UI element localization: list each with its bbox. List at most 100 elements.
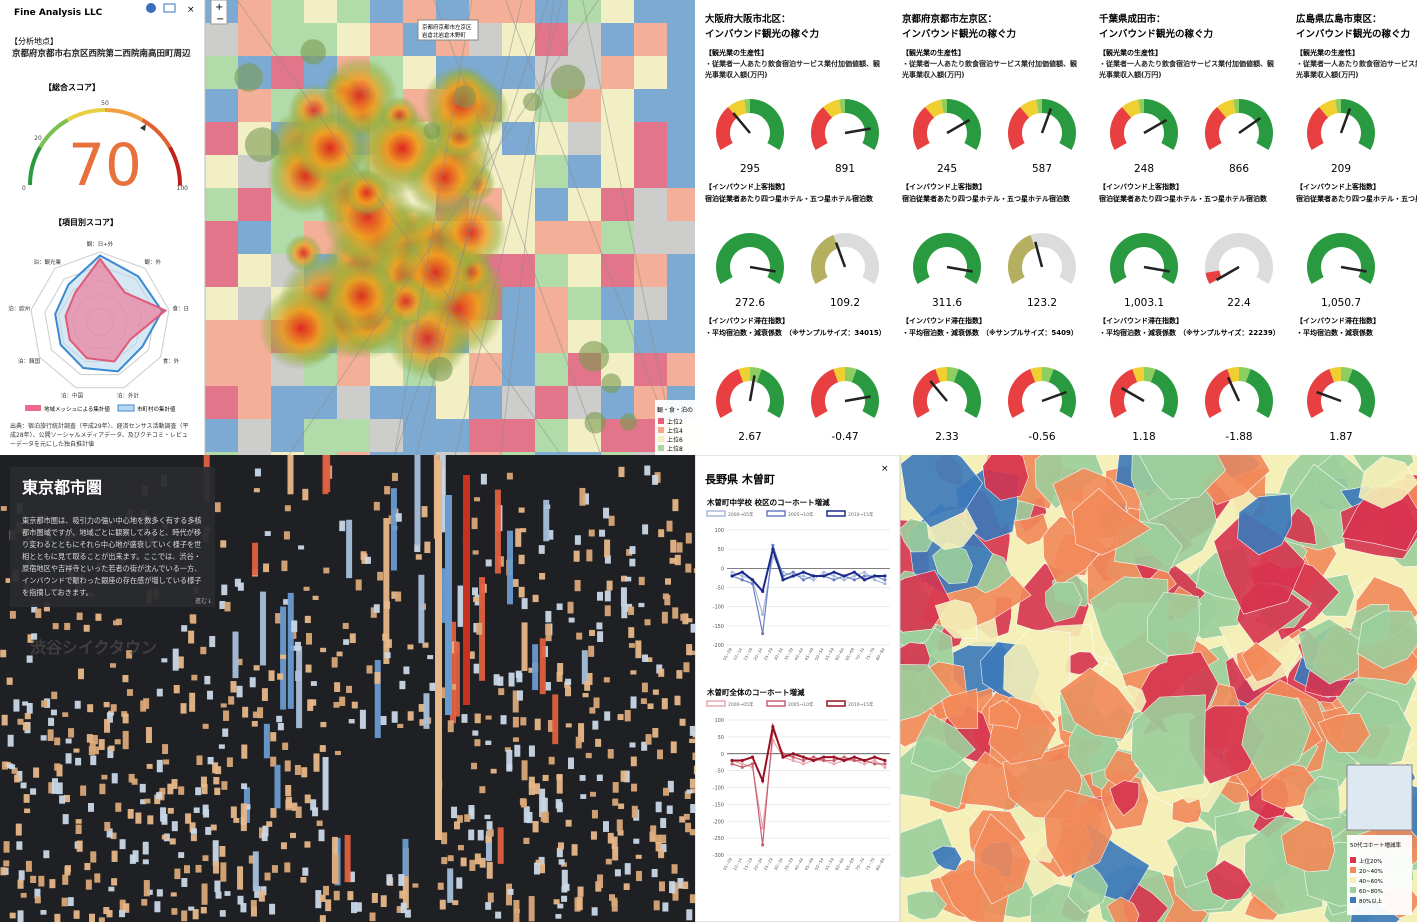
bar-3d xyxy=(384,601,391,609)
bar-3d xyxy=(620,575,627,582)
bar-3d xyxy=(415,554,422,560)
bar-3d xyxy=(22,701,29,706)
bar-3d xyxy=(282,742,289,750)
bar-3d xyxy=(494,489,501,574)
legend-swatch xyxy=(766,510,786,517)
map-cell xyxy=(667,0,695,23)
bar-3d xyxy=(561,886,568,893)
map-cell xyxy=(568,23,601,56)
map-cell xyxy=(535,386,568,419)
bar-3d xyxy=(689,650,695,655)
bar-3d xyxy=(261,688,268,701)
bar-3d xyxy=(579,487,586,506)
bar-3d xyxy=(190,828,197,835)
bar-3d xyxy=(660,844,667,853)
bar-3d xyxy=(11,767,18,774)
map-cell xyxy=(271,419,304,452)
map-area xyxy=(932,541,973,585)
bar-3d xyxy=(556,802,563,813)
series-point xyxy=(750,762,755,766)
map-cell xyxy=(634,221,667,254)
series-point xyxy=(761,589,765,593)
map-cell xyxy=(469,353,502,386)
bar-3d xyxy=(313,753,320,772)
bar-3d xyxy=(320,647,327,653)
bar-3d xyxy=(391,472,398,482)
map-cell xyxy=(436,0,469,23)
map-legend-swatch xyxy=(1350,867,1356,873)
bar-3d xyxy=(651,868,658,878)
gauge-arc xyxy=(1205,270,1222,284)
bar-3d xyxy=(617,714,624,721)
bar-3d xyxy=(516,690,523,701)
bar-3d xyxy=(106,910,113,918)
gauge-arc xyxy=(946,99,981,150)
bar-3d xyxy=(185,813,192,824)
y-tick-label: -250 xyxy=(713,836,724,842)
section-text: 宿泊従業者あたり四つ星ホテル・五つ星ホテル宿泊数 xyxy=(705,194,874,203)
sample-size: （※サンプルサイズ：5409） xyxy=(982,328,1078,337)
bar-3d xyxy=(261,832,268,842)
bar-3d xyxy=(323,567,330,574)
map-cell xyxy=(634,188,667,221)
chart-title: 木曽町中学校 校区のコーホート増減 xyxy=(706,497,830,507)
map-cell xyxy=(238,188,271,221)
map-cell xyxy=(304,452,337,455)
gauge-arc xyxy=(1030,367,1043,383)
bar-3d xyxy=(240,903,247,913)
map-cell xyxy=(667,188,695,221)
gauge-arc xyxy=(1245,369,1273,418)
series-point xyxy=(852,578,856,582)
bar-3d xyxy=(667,780,674,793)
bar-3d xyxy=(284,505,291,512)
x-tick-label: 20~24 xyxy=(752,647,763,662)
bar-3d xyxy=(423,693,430,729)
bar-3d xyxy=(630,756,637,767)
bar-3d xyxy=(539,638,546,695)
bar-3d xyxy=(485,835,492,843)
story-title: 東京都市圏 xyxy=(22,478,102,497)
bar-3d xyxy=(106,828,113,838)
map-cell xyxy=(634,320,667,353)
bar-3d xyxy=(628,643,635,648)
bar-3d xyxy=(512,716,519,728)
bar-3d xyxy=(154,901,161,913)
map-cell xyxy=(271,56,304,89)
map-cell xyxy=(535,287,568,320)
bar-3d xyxy=(460,857,467,867)
bar-3d xyxy=(528,667,535,673)
section-heading: 【インバウンド滞在指数】 xyxy=(1099,316,1183,325)
bar-3d xyxy=(230,806,237,818)
bar-3d xyxy=(322,757,329,811)
bar-3d xyxy=(104,719,111,733)
location-line: 京都府京都市右京区西院第二西院南高田町周辺 xyxy=(12,48,191,59)
gauge-arc xyxy=(1307,233,1375,284)
map-area xyxy=(1317,712,1371,753)
bar-3d xyxy=(456,877,463,889)
bar-3d xyxy=(468,805,475,817)
bar-3d xyxy=(334,750,341,756)
bar-3d xyxy=(534,783,541,795)
gauge-needle xyxy=(1034,241,1044,268)
map-area xyxy=(982,455,1029,501)
bar-3d xyxy=(635,870,642,882)
bar-3d xyxy=(630,696,637,709)
section-text: ・従業者一人あたり飲食宿泊サービス業付加価値額、観光事業収入額(万円) xyxy=(1098,59,1274,79)
bar-3d xyxy=(670,539,677,553)
bar-3d xyxy=(306,633,313,645)
bar-3d xyxy=(101,774,108,780)
gauge-value: 311.6 xyxy=(932,297,962,309)
map-area xyxy=(1358,456,1417,509)
bar-3d xyxy=(221,584,228,596)
section-text-line: ・従業者一人あたり飲食宿泊サービス業付加価値額、観 xyxy=(1296,59,1417,68)
bar-3d xyxy=(611,897,618,907)
bar-3d xyxy=(333,890,340,901)
bar-3d xyxy=(487,892,494,903)
gauge-arc xyxy=(1217,99,1236,118)
bar-3d xyxy=(528,745,535,757)
bar-3d xyxy=(588,645,595,657)
bar-3d xyxy=(547,720,554,732)
series-point xyxy=(852,758,856,763)
map-legend-label: 上位4 xyxy=(667,427,683,435)
bar-3d xyxy=(422,642,429,648)
